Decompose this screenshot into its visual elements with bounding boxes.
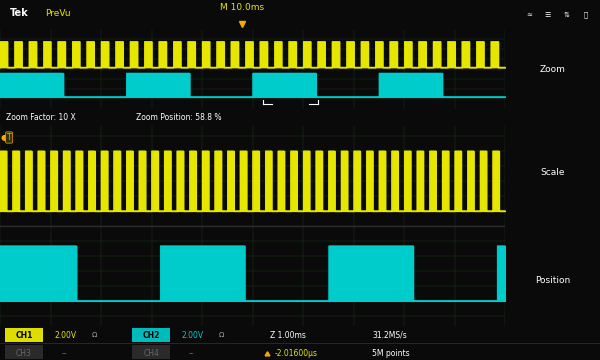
- Text: CH2: CH2: [143, 331, 160, 340]
- Text: ☰: ☰: [545, 12, 551, 18]
- Text: T: T: [7, 133, 11, 142]
- Text: CH1: CH1: [16, 331, 32, 340]
- Text: Zoom Position: 58.8 %: Zoom Position: 58.8 %: [136, 113, 222, 122]
- Text: 5M points: 5M points: [372, 349, 410, 358]
- Text: Ω: Ω: [92, 332, 97, 338]
- Text: Zoom: Zoom: [539, 65, 566, 74]
- Bar: [132, 345, 170, 359]
- Text: ●: ●: [1, 133, 8, 142]
- Text: -2.01600μs: -2.01600μs: [275, 349, 318, 358]
- Text: PreVu: PreVu: [46, 9, 71, 18]
- Text: --: --: [62, 349, 67, 358]
- Text: Tek: Tek: [10, 8, 29, 18]
- Bar: [132, 328, 170, 342]
- Text: ⓘ: ⓘ: [584, 12, 588, 18]
- Text: ≈: ≈: [526, 12, 532, 18]
- Text: 2.00V: 2.00V: [182, 331, 204, 340]
- Bar: [5, 345, 43, 359]
- Text: CH3: CH3: [16, 349, 32, 358]
- Text: ⇅: ⇅: [564, 12, 570, 18]
- Bar: [5, 328, 43, 342]
- Text: 2.00V: 2.00V: [55, 331, 77, 340]
- Text: M 10.0ms: M 10.0ms: [220, 3, 265, 12]
- Text: 31.2MS/s: 31.2MS/s: [372, 331, 407, 340]
- Text: --: --: [189, 349, 194, 358]
- Text: CH4: CH4: [143, 349, 159, 358]
- Text: Zoom Factor: 10 X: Zoom Factor: 10 X: [6, 113, 76, 122]
- Text: Z 1.00ms: Z 1.00ms: [270, 331, 306, 340]
- Text: Scale: Scale: [541, 168, 565, 177]
- Text: Position: Position: [535, 276, 570, 285]
- Text: Ω: Ω: [219, 332, 224, 338]
